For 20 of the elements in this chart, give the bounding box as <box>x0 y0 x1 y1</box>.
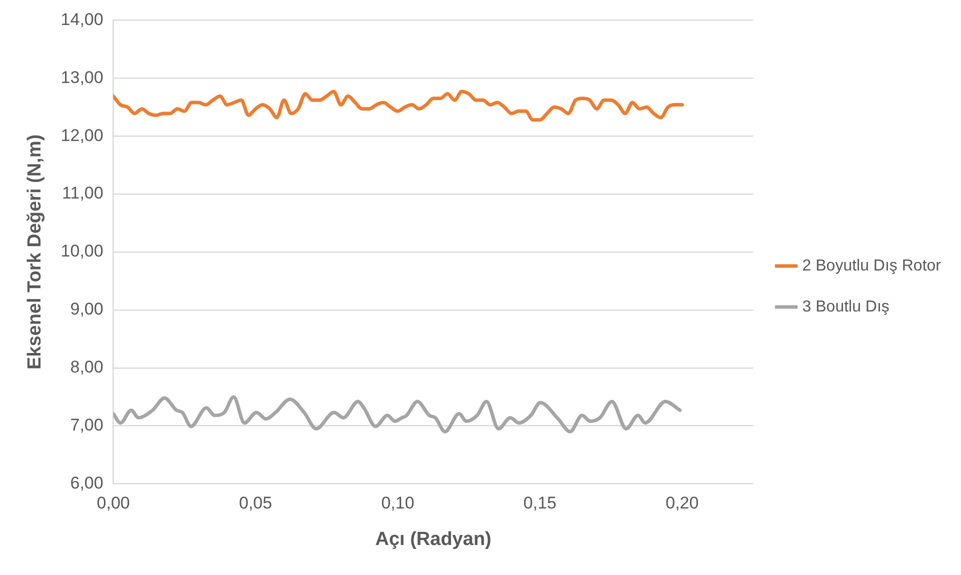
y-tick-label: 9,00 <box>70 300 104 319</box>
y-tick-label: 13,00 <box>60 68 104 87</box>
x-tick-label: 0,10 <box>381 494 414 513</box>
legend-label: 3 Boutlu Dış <box>802 298 890 316</box>
y-axis-title: Eksenel Tork Değeri (N,m) <box>24 134 46 370</box>
x-tick-label: 0,05 <box>239 494 272 513</box>
x-tick-label: 0,15 <box>523 494 557 513</box>
legend-label: 2 Boyutlu Dış Rotor <box>802 257 942 274</box>
y-tick-label: 8,00 <box>70 358 104 377</box>
y-tick-label: 7,00 <box>70 416 104 435</box>
x-tick-label: 0,00 <box>96 494 130 513</box>
line-series <box>113 90 684 122</box>
x-tick-label: 0,20 <box>666 494 699 513</box>
y-tick-label: 6,00 <box>70 473 104 492</box>
y-tick-label: 10,00 <box>60 242 104 261</box>
y-tick-label: 14,00 <box>60 10 104 29</box>
y-tick-label: 12,00 <box>60 126 104 145</box>
y-tick-label: 11,00 <box>62 184 104 203</box>
line-series <box>113 395 682 434</box>
x-axis-title: Açı (Radyan) <box>375 528 492 550</box>
